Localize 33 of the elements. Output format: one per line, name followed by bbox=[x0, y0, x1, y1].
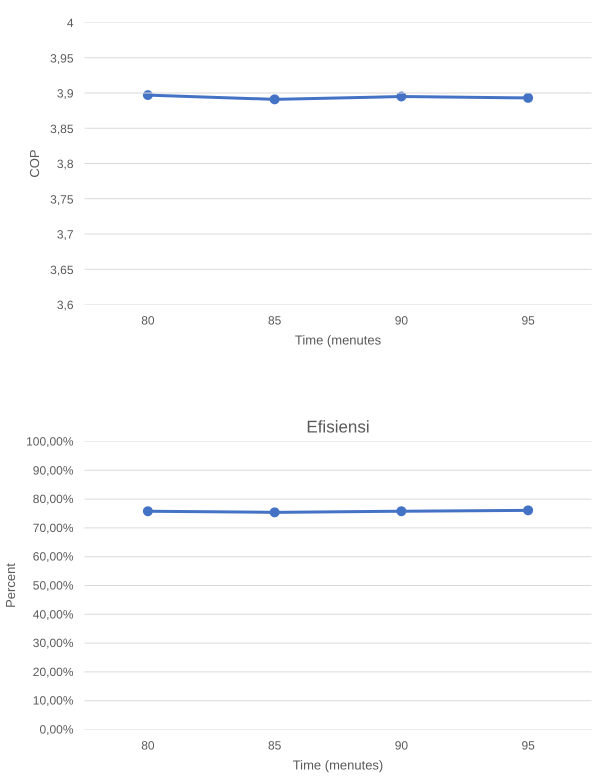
x-tick-label: 80 bbox=[141, 314, 155, 328]
x-axis-title: Time (menutes bbox=[294, 332, 382, 348]
y-tick-label: 3,85 bbox=[50, 122, 74, 136]
y-tick-label: 3,7 bbox=[56, 228, 74, 242]
y-tick-label: 3,8 bbox=[56, 157, 74, 171]
x-axis-title: Time (menutes) bbox=[292, 758, 384, 772]
y-tick-label: 3,6 bbox=[56, 298, 74, 312]
y-tick-label: 30,00% bbox=[32, 636, 74, 650]
y-tick-label: 20,00% bbox=[32, 664, 74, 679]
y-tick-label: 3,75 bbox=[50, 192, 74, 206]
x-tick-label: 80 bbox=[141, 738, 155, 752]
y-tick-label: 50,00% bbox=[32, 578, 74, 592]
y-tick-label: 80,00% bbox=[32, 492, 74, 506]
y-tick-label: 10,00% bbox=[32, 694, 74, 708]
y-tick-label: 3,95 bbox=[50, 51, 74, 66]
y-axis-title: Percent bbox=[3, 562, 18, 608]
y-tick-label: 3,9 bbox=[56, 86, 74, 100]
x-tick-label: 85 bbox=[268, 738, 282, 752]
y-tick-label: 70,00% bbox=[32, 520, 74, 535]
y-tick-label: 0,00% bbox=[39, 722, 74, 736]
x-tick-label: 95 bbox=[521, 738, 536, 752]
chart-title: Efisiensi bbox=[306, 418, 370, 436]
y-tick-label: 40,00% bbox=[32, 607, 74, 622]
x-tick-label: 90 bbox=[394, 738, 408, 752]
x-tick-label: 90 bbox=[394, 314, 408, 328]
y-tick-label: 60,00% bbox=[32, 550, 74, 564]
x-tick-label: 95 bbox=[521, 314, 536, 328]
y-axis-title: COP bbox=[27, 149, 42, 178]
y-tick-label: 90,00% bbox=[32, 463, 74, 478]
x-tick-label: 85 bbox=[268, 314, 282, 328]
y-tick-label: 100,00% bbox=[26, 434, 74, 448]
y-tick-label: 3,65 bbox=[50, 262, 74, 277]
y-tick-label: 4 bbox=[66, 16, 74, 30]
